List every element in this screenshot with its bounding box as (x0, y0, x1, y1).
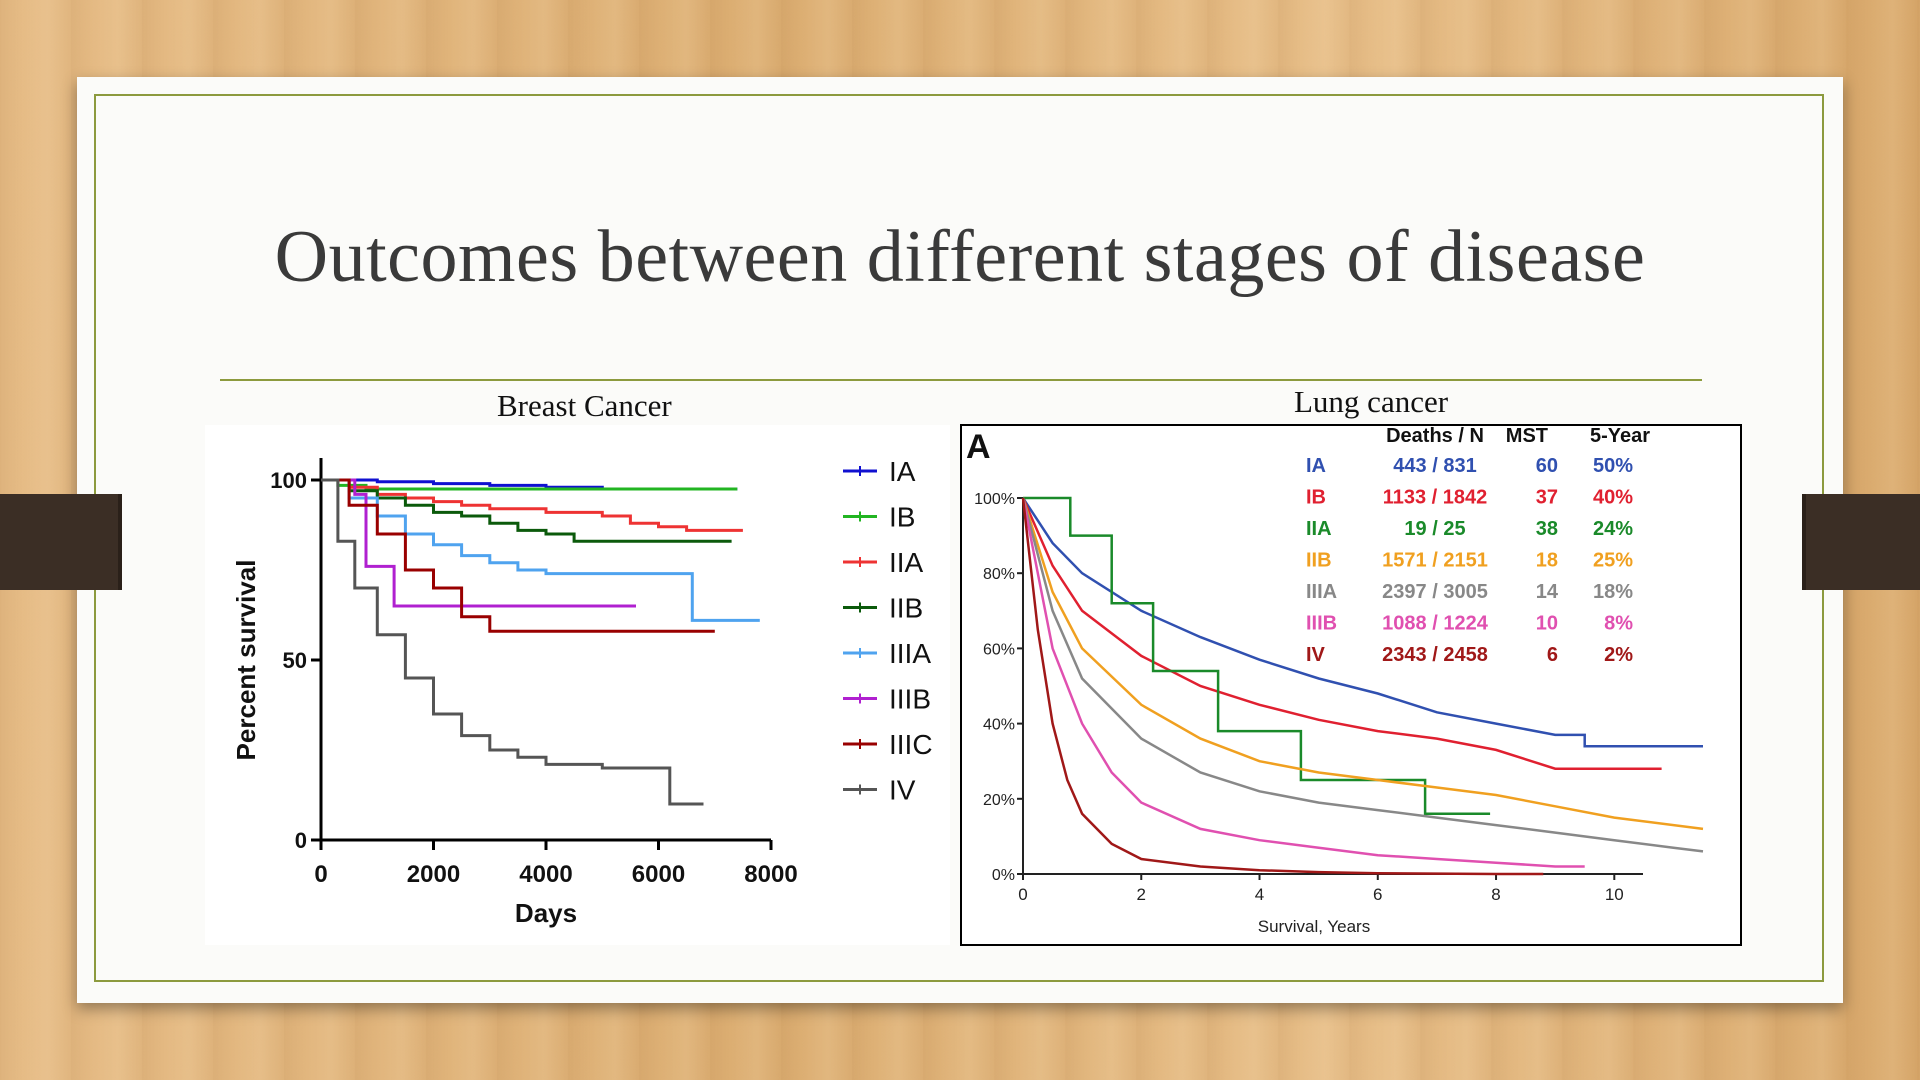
table-stage-iiia: IIIA (1306, 581, 1337, 603)
series-line-ib (1021, 497, 1662, 770)
x-tick-label: 4000 (519, 861, 572, 888)
table-five-year-iv: 2% (1604, 644, 1633, 666)
table-deaths-n-iia: 19 / 25 (1404, 518, 1465, 540)
legend-label-ib: IB (889, 502, 915, 533)
table-deaths-n-iv: 2343 / 2458 (1382, 644, 1488, 666)
legend-label-iia: IIA (889, 547, 924, 578)
y-tick-label: 0% (992, 867, 1015, 884)
legend-label-iv: IV (889, 775, 916, 806)
table-stage-iv: IV (1306, 644, 1326, 666)
slide-title: Outcomes between different stages of dis… (274, 216, 1646, 298)
series-line-iiia (321, 478, 760, 622)
table-stage-ia: IA (1306, 455, 1326, 477)
table-deaths-n-iiib: 1088 / 1224 (1382, 613, 1489, 635)
series-line-iib (321, 478, 732, 543)
table-header: MST (1506, 425, 1548, 447)
table-stage-iib: IIB (1306, 550, 1332, 572)
lung-survival-chart: A0 2 4 6 8 100%20%40%60%80%100%Survival, Year… (960, 424, 1742, 946)
x-tick-label: 10 (1605, 885, 1624, 904)
table-deaths-n-iiia: 2397 / 3005 (1382, 581, 1488, 603)
series-line-iia (1023, 496, 1491, 816)
table-mst-ia: 60 (1536, 455, 1558, 477)
series-line-iiia (1021, 497, 1704, 853)
x-tick-label: 2000 (407, 861, 460, 888)
x-tick-label: 4 (1255, 885, 1264, 904)
x-tick-label: 0 (314, 861, 327, 888)
breast-survival-chart: 0 2000 4000 6000 8000 0 50 100 Days Percent survi… (231, 456, 933, 928)
y-tick-label: 80% (983, 566, 1015, 583)
series-line-ia (1021, 497, 1703, 748)
table-mst-iia: 38 (1536, 518, 1558, 540)
x-tick-label: 0 (1018, 885, 1027, 904)
breast-cancer-caption: Breast Cancer (497, 388, 672, 423)
series-line-iiic (321, 478, 715, 633)
x-axis-label: Survival, Years (1258, 917, 1370, 936)
y-tick-label: 50 (283, 648, 307, 673)
y-tick-label: 0 (295, 828, 307, 853)
y-tick-label: 100 (270, 468, 307, 493)
table-header: 5-Year (1590, 425, 1650, 447)
right-binder-tab (1802, 494, 1920, 590)
legend-label-ia: IA (889, 456, 916, 487)
series-line-iv (1021, 497, 1544, 876)
table-five-year-iiib: 8% (1604, 613, 1633, 635)
table-stage-iia: IIA (1306, 518, 1332, 540)
table-stage-iiib: IIIB (1306, 613, 1337, 635)
table-mst-iiib: 10 (1536, 613, 1558, 635)
table-five-year-iiia: 18% (1593, 581, 1633, 603)
series-line-iv (321, 478, 704, 806)
table-five-year-ia: 50% (1593, 455, 1633, 477)
y-tick-label: 20% (983, 792, 1015, 809)
table-mst-iib: 18 (1536, 550, 1558, 572)
x-tick-label: 2 (1137, 885, 1146, 904)
left-binder-tab (0, 494, 122, 590)
breast-chart-panel: 0 2000 4000 6000 8000 0 50 100 Days Percent survi… (205, 425, 950, 945)
table-five-year-iib: 25% (1593, 550, 1633, 572)
table-deaths-n-ib: 1133 / 1842 (1383, 487, 1488, 509)
table-deaths-n-iib: 1571 / 2151 (1382, 550, 1488, 572)
table-mst-iiia: 14 (1536, 581, 1559, 603)
y-tick-label: 60% (983, 641, 1015, 658)
legend-label-iiib: IIIB (889, 684, 931, 715)
table-deaths-n-ia: 443 / 831 (1393, 455, 1476, 477)
title-divider (220, 379, 1702, 381)
y-tick-label: 100% (974, 491, 1015, 508)
lung-cancer-caption: Lung cancer (1294, 384, 1449, 419)
panel-label: A (966, 428, 991, 466)
x-axis-label: Days (515, 898, 577, 928)
x-tick-label: 8 (1491, 885, 1500, 904)
legend-label-iiia: IIIA (889, 638, 931, 669)
series-line-iib (1021, 497, 1704, 831)
table-five-year-ib: 40% (1593, 487, 1633, 509)
legend-label-iiic: IIIC (889, 729, 933, 760)
table-stage-ib: IB (1306, 487, 1326, 509)
table-mst-iv: 6 (1547, 644, 1558, 666)
legend-label-iib: IIB (889, 593, 923, 624)
x-tick-label: 6000 (632, 861, 685, 888)
table-five-year-iia: 24% (1593, 518, 1633, 540)
x-tick-label: 6 (1373, 885, 1382, 904)
y-tick-label: 40% (983, 717, 1015, 734)
y-axis-label: Percent survival (231, 560, 261, 761)
lung-chart-panel: A 0 2 4 6 8 10 0% 20% 40% 60% 80% 100% Survival, Year… (960, 424, 1742, 946)
table-mst-ib: 37 (1536, 487, 1558, 509)
x-tick-label: 8000 (744, 861, 797, 888)
lung-panel-border (960, 424, 1742, 946)
table-header: Deaths / N (1386, 425, 1484, 447)
series-line-iiib (1021, 497, 1585, 868)
